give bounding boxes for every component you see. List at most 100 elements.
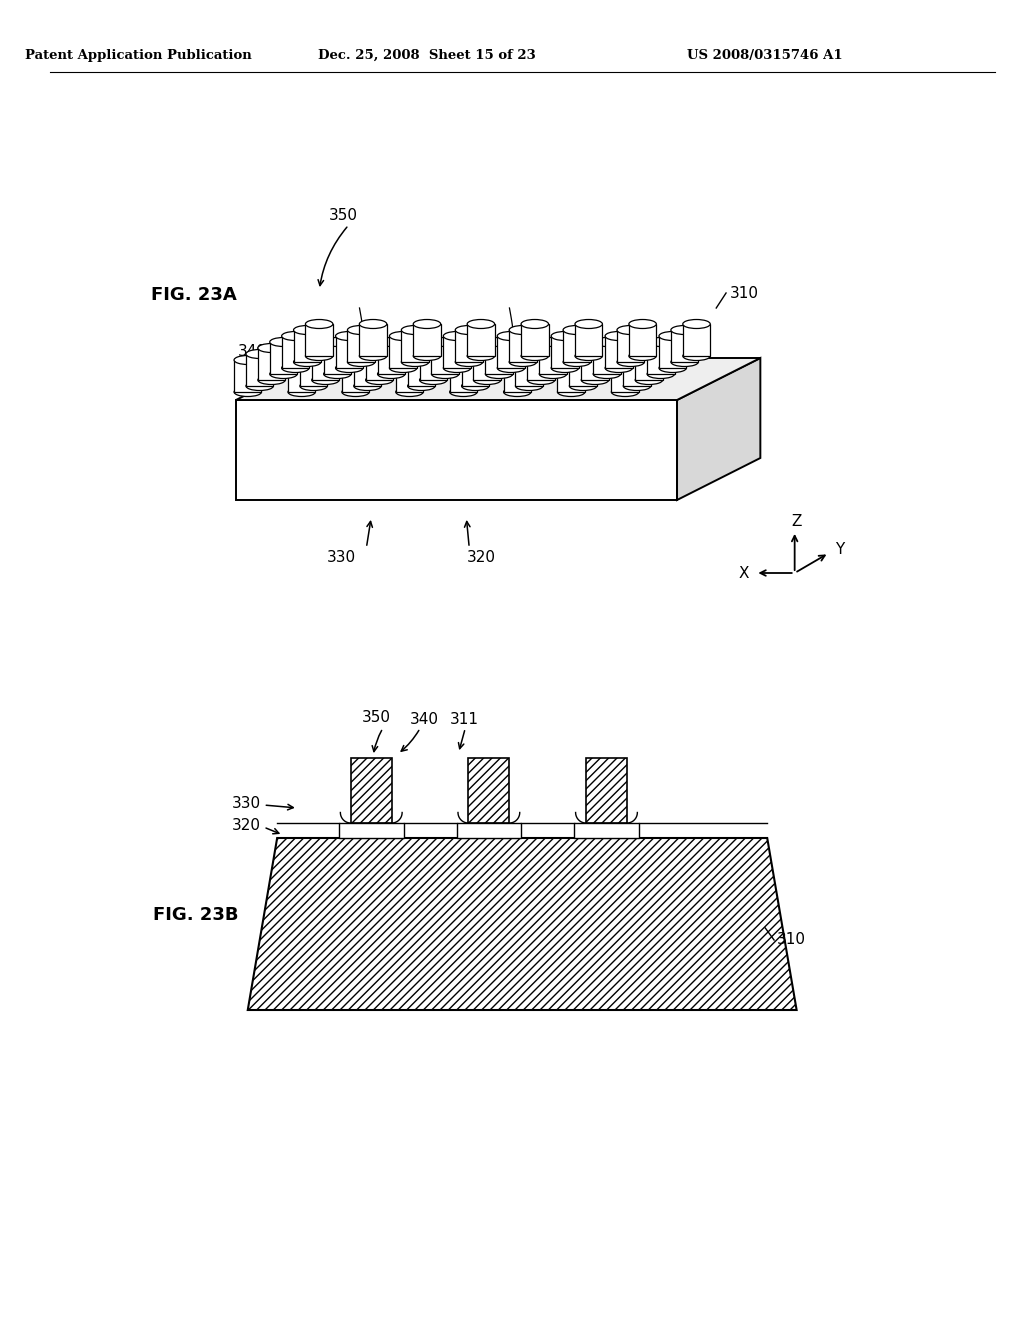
Ellipse shape	[408, 350, 435, 359]
Ellipse shape	[395, 388, 423, 396]
Ellipse shape	[611, 355, 639, 364]
Ellipse shape	[635, 375, 663, 384]
Text: 350: 350	[361, 710, 390, 726]
Text: 320: 320	[231, 817, 260, 833]
Polygon shape	[467, 323, 495, 356]
Ellipse shape	[282, 363, 309, 372]
Text: 320: 320	[467, 550, 496, 565]
Ellipse shape	[443, 363, 471, 372]
Ellipse shape	[551, 331, 579, 341]
Ellipse shape	[395, 355, 423, 364]
Ellipse shape	[617, 326, 644, 334]
Ellipse shape	[401, 326, 429, 334]
Text: FIG. 23B: FIG. 23B	[153, 906, 239, 924]
Ellipse shape	[671, 326, 698, 334]
Ellipse shape	[324, 338, 351, 346]
Ellipse shape	[521, 351, 549, 360]
Ellipse shape	[659, 363, 686, 372]
Ellipse shape	[342, 388, 370, 396]
Polygon shape	[282, 337, 309, 368]
Ellipse shape	[431, 370, 459, 379]
Polygon shape	[611, 360, 639, 392]
Ellipse shape	[635, 343, 663, 352]
Ellipse shape	[551, 363, 579, 372]
Ellipse shape	[269, 338, 297, 346]
Polygon shape	[498, 337, 524, 368]
Text: 310: 310	[730, 285, 759, 301]
Polygon shape	[443, 337, 471, 368]
Ellipse shape	[389, 331, 417, 341]
Polygon shape	[527, 348, 555, 380]
Ellipse shape	[401, 358, 429, 367]
Polygon shape	[311, 348, 339, 380]
Polygon shape	[683, 323, 711, 356]
Polygon shape	[473, 348, 501, 380]
Text: 350: 350	[329, 207, 358, 223]
Ellipse shape	[347, 358, 375, 367]
Ellipse shape	[246, 381, 273, 391]
Ellipse shape	[485, 338, 513, 346]
Polygon shape	[336, 337, 362, 368]
Polygon shape	[586, 758, 627, 822]
Polygon shape	[389, 337, 417, 368]
Ellipse shape	[527, 375, 555, 384]
Ellipse shape	[258, 375, 286, 384]
Ellipse shape	[305, 351, 333, 360]
Ellipse shape	[269, 370, 297, 379]
Ellipse shape	[683, 319, 711, 329]
Ellipse shape	[515, 350, 543, 359]
Polygon shape	[635, 348, 663, 380]
Text: X: X	[738, 566, 749, 582]
Ellipse shape	[569, 350, 597, 359]
Ellipse shape	[311, 375, 339, 384]
Polygon shape	[366, 348, 393, 380]
Polygon shape	[350, 758, 392, 822]
Polygon shape	[408, 354, 435, 385]
Polygon shape	[269, 342, 297, 374]
Ellipse shape	[324, 370, 351, 379]
Polygon shape	[624, 354, 650, 385]
Text: 311: 311	[450, 713, 478, 727]
Ellipse shape	[414, 351, 440, 360]
Polygon shape	[515, 354, 543, 385]
Text: US 2008/0315746 A1: US 2008/0315746 A1	[687, 49, 843, 62]
Text: Z: Z	[792, 513, 802, 528]
Text: Dec. 25, 2008  Sheet 15 of 23: Dec. 25, 2008 Sheet 15 of 23	[318, 49, 536, 62]
Text: FIG. 23A: FIG. 23A	[151, 286, 237, 304]
Ellipse shape	[509, 326, 537, 334]
Polygon shape	[671, 330, 698, 362]
Ellipse shape	[593, 338, 621, 346]
Ellipse shape	[659, 331, 686, 341]
Ellipse shape	[366, 343, 393, 352]
Ellipse shape	[647, 338, 675, 346]
Ellipse shape	[611, 388, 639, 396]
Polygon shape	[605, 337, 633, 368]
Ellipse shape	[336, 331, 362, 341]
Polygon shape	[647, 342, 675, 374]
Ellipse shape	[311, 343, 339, 352]
Ellipse shape	[605, 331, 633, 341]
Ellipse shape	[462, 350, 489, 359]
Polygon shape	[258, 348, 286, 380]
Ellipse shape	[347, 326, 375, 334]
Polygon shape	[414, 323, 440, 356]
Ellipse shape	[582, 375, 608, 384]
Polygon shape	[353, 354, 381, 385]
Polygon shape	[557, 360, 585, 392]
Polygon shape	[569, 354, 597, 385]
Ellipse shape	[671, 358, 698, 367]
Polygon shape	[629, 323, 656, 356]
Polygon shape	[300, 354, 328, 385]
Ellipse shape	[389, 363, 417, 372]
Ellipse shape	[563, 358, 591, 367]
Polygon shape	[234, 360, 261, 392]
Ellipse shape	[683, 351, 711, 360]
Polygon shape	[288, 360, 315, 392]
Ellipse shape	[258, 343, 286, 352]
Ellipse shape	[467, 319, 495, 329]
Ellipse shape	[300, 381, 328, 391]
Ellipse shape	[342, 355, 370, 364]
Ellipse shape	[509, 358, 537, 367]
Ellipse shape	[294, 358, 321, 367]
Polygon shape	[563, 330, 591, 362]
